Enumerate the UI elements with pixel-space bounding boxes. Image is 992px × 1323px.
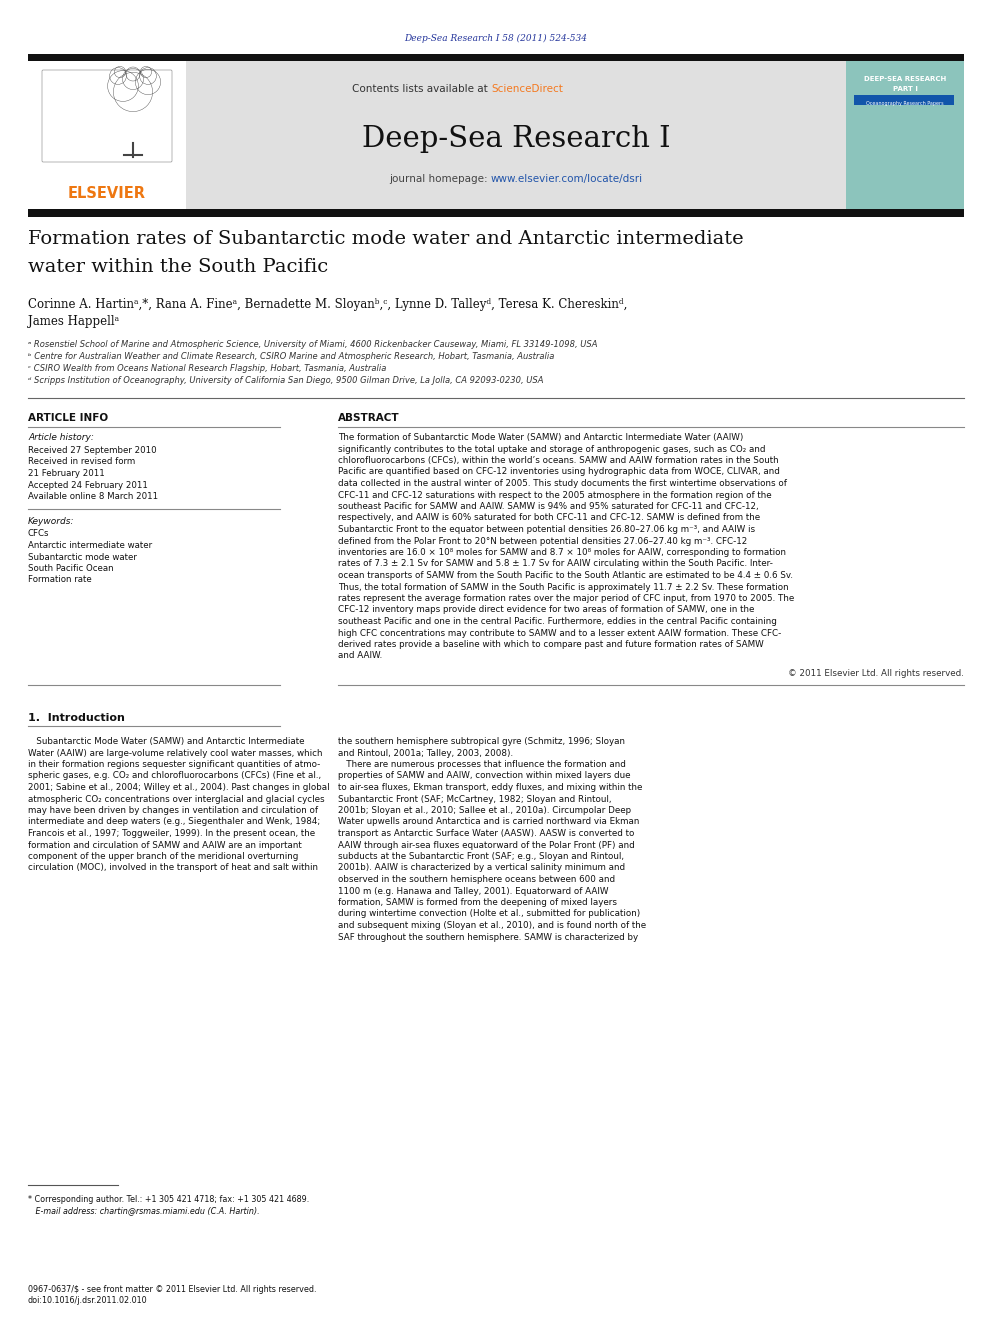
Text: CFC-12 inventory maps provide direct evidence for two areas of formation of SAMW: CFC-12 inventory maps provide direct evi… — [338, 606, 754, 614]
Text: observed in the southern hemisphere oceans between 600 and: observed in the southern hemisphere ocea… — [338, 875, 615, 884]
Text: the southern hemisphere subtropical gyre (Schmitz, 1996; Sloyan: the southern hemisphere subtropical gyre… — [338, 737, 625, 746]
Bar — [846, 61, 964, 209]
Text: © 2011 Elsevier Ltd. All rights reserved.: © 2011 Elsevier Ltd. All rights reserved… — [788, 669, 964, 677]
Text: Article history:: Article history: — [28, 433, 94, 442]
Text: Thus, the total formation of SAMW in the South Pacific is approximately 11.7 ± 2: Thus, the total formation of SAMW in the… — [338, 582, 789, 591]
Text: southeast Pacific for SAMW and AAIW. SAMW is 94% and 95% saturated for CFC-11 an: southeast Pacific for SAMW and AAIW. SAM… — [338, 501, 759, 511]
Text: Received in revised form: Received in revised form — [28, 458, 135, 467]
Text: Received 27 September 2010: Received 27 September 2010 — [28, 446, 157, 455]
Text: during wintertime convection (Holte et al., submitted for publication): during wintertime convection (Holte et a… — [338, 909, 640, 918]
Text: respectively, and AAIW is 60% saturated for both CFC-11 and CFC-12. SAMW is defi: respectively, and AAIW is 60% saturated … — [338, 513, 760, 523]
Text: atmospheric CO₂ concentrations over interglacial and glacial cycles: atmospheric CO₂ concentrations over inte… — [28, 795, 324, 803]
Text: inventories are 16.0 × 10⁸ moles for SAMW and 8.7 × 10⁸ moles for AAIW, correspo: inventories are 16.0 × 10⁸ moles for SAM… — [338, 548, 786, 557]
Bar — [28, 209, 964, 217]
Text: Subantarctic Mode Water (SAMW) and Antarctic Intermediate: Subantarctic Mode Water (SAMW) and Antar… — [28, 737, 305, 746]
Text: component of the upper branch of the meridional overturning: component of the upper branch of the mer… — [28, 852, 299, 861]
Text: Water upwells around Antarctica and is carried northward via Ekman: Water upwells around Antarctica and is c… — [338, 818, 640, 827]
Text: Formation rates of Subantarctic mode water and Antarctic intermediate: Formation rates of Subantarctic mode wat… — [28, 230, 744, 247]
Text: Pacific are quantified based on CFC-12 inventories using hydrographic data from : Pacific are quantified based on CFC-12 i… — [338, 467, 780, 476]
Text: 2001; Sabine et al., 2004; Willey et al., 2004). Past changes in global: 2001; Sabine et al., 2004; Willey et al.… — [28, 783, 329, 792]
Bar — [186, 61, 846, 209]
Text: in their formation regions sequester significant quantities of atmo-: in their formation regions sequester sig… — [28, 759, 320, 769]
Text: ᵃ Rosenstiel School of Marine and Atmospheric Science, University of Miami, 4600: ᵃ Rosenstiel School of Marine and Atmosp… — [28, 340, 597, 349]
Text: AAIW through air-sea fluxes equatorward of the Polar Front (PF) and: AAIW through air-sea fluxes equatorward … — [338, 840, 635, 849]
Text: CFC-11 and CFC-12 saturations with respect to the 2005 atmosphere in the formati: CFC-11 and CFC-12 saturations with respe… — [338, 491, 772, 500]
Text: transport as Antarctic Surface Water (AASW). AASW is converted to: transport as Antarctic Surface Water (AA… — [338, 830, 634, 837]
Text: water within the South Pacific: water within the South Pacific — [28, 258, 328, 277]
Bar — [854, 95, 954, 105]
Text: and subsequent mixing (Sloyan et al., 2010), and is found north of the: and subsequent mixing (Sloyan et al., 20… — [338, 921, 646, 930]
Text: formation and circulation of SAMW and AAIW are an important: formation and circulation of SAMW and AA… — [28, 840, 302, 849]
Text: James Happellᵃ: James Happellᵃ — [28, 315, 119, 328]
Text: Corinne A. Hartinᵃ,*, Rana A. Fineᵃ, Bernadette M. Sloyanᵇ,ᶜ, Lynne D. Talleyᵈ, : Corinne A. Hartinᵃ,*, Rana A. Fineᵃ, Ber… — [28, 298, 627, 311]
Text: Available online 8 March 2011: Available online 8 March 2011 — [28, 492, 158, 501]
Text: journal homepage:: journal homepage: — [389, 175, 491, 184]
Text: may have been driven by changes in ventilation and circulation of: may have been driven by changes in venti… — [28, 806, 318, 815]
Text: 2001b; Sloyan et al., 2010; Sallee et al., 2010a). Circumpolar Deep: 2001b; Sloyan et al., 2010; Sallee et al… — [338, 806, 631, 815]
Text: circulation (MOC), involved in the transport of heat and salt within: circulation (MOC), involved in the trans… — [28, 864, 318, 872]
Text: Accepted 24 February 2011: Accepted 24 February 2011 — [28, 480, 148, 490]
Text: 1.  Introduction: 1. Introduction — [28, 713, 125, 722]
Bar — [28, 61, 186, 209]
Text: high CFC concentrations may contribute to SAMW and to a lesser extent AAIW forma: high CFC concentrations may contribute t… — [338, 628, 782, 638]
Text: Subantarctic Front to the equator between potential densities 26.80–27.06 kg m⁻³: Subantarctic Front to the equator betwee… — [338, 525, 755, 534]
Text: formation, SAMW is formed from the deepening of mixed layers: formation, SAMW is formed from the deepe… — [338, 898, 617, 908]
Text: properties of SAMW and AAIW, convection within mixed layers due: properties of SAMW and AAIW, convection … — [338, 771, 631, 781]
Text: Subantarctic mode water: Subantarctic mode water — [28, 553, 137, 561]
Text: SAF throughout the southern hemisphere. SAMW is characterized by: SAF throughout the southern hemisphere. … — [338, 933, 638, 942]
Text: 21 February 2011: 21 February 2011 — [28, 468, 105, 478]
Text: Francois et al., 1997; Toggweiler, 1999). In the present ocean, the: Francois et al., 1997; Toggweiler, 1999)… — [28, 830, 315, 837]
Text: defined from the Polar Front to 20°N between potential densities 27.06–27.40 kg : defined from the Polar Front to 20°N bet… — [338, 537, 747, 545]
Text: Contents lists available at: Contents lists available at — [352, 83, 491, 94]
Text: Oceanography Research Papers: Oceanography Research Papers — [866, 101, 943, 106]
Text: southeast Pacific and one in the central Pacific. Furthermore, eddies in the cen: southeast Pacific and one in the central… — [338, 617, 777, 626]
Text: 0967-0637/$ - see front matter © 2011 Elsevier Ltd. All rights reserved.: 0967-0637/$ - see front matter © 2011 El… — [28, 1285, 316, 1294]
Text: www.elsevier.com/locate/dsri: www.elsevier.com/locate/dsri — [491, 175, 643, 184]
Text: E-mail address: chartin@rsmas.miami.edu (C.A. Hartin).: E-mail address: chartin@rsmas.miami.edu … — [28, 1207, 260, 1215]
Bar — [28, 54, 964, 61]
Text: 1100 m (e.g. Hanawa and Talley, 2001). Equatorward of AAIW: 1100 m (e.g. Hanawa and Talley, 2001). E… — [338, 886, 608, 896]
Text: doi:10.1016/j.dsr.2011.02.010: doi:10.1016/j.dsr.2011.02.010 — [28, 1297, 148, 1304]
Text: intermediate and deep waters (e.g., Siegenthaler and Wenk, 1984;: intermediate and deep waters (e.g., Sieg… — [28, 818, 320, 827]
Text: DEEP-SEA RESEARCH: DEEP-SEA RESEARCH — [864, 75, 946, 82]
Text: Formation rate: Formation rate — [28, 576, 91, 585]
Text: ELSEVIER: ELSEVIER — [68, 187, 146, 201]
Text: rates represent the average formation rates over the major period of CFC input, : rates represent the average formation ra… — [338, 594, 795, 603]
Text: South Pacific Ocean: South Pacific Ocean — [28, 564, 114, 573]
Text: Water (AAIW) are large-volume relatively cool water masses, which: Water (AAIW) are large-volume relatively… — [28, 749, 322, 758]
Text: rates of 7.3 ± 2.1 Sv for SAMW and 5.8 ± 1.7 Sv for AAIW circulating within the : rates of 7.3 ± 2.1 Sv for SAMW and 5.8 ±… — [338, 560, 773, 569]
Text: ᶜ CSIRO Wealth from Oceans National Research Flagship, Hobart, Tasmania, Austral: ᶜ CSIRO Wealth from Oceans National Rese… — [28, 364, 386, 373]
Text: There are numerous processes that influence the formation and: There are numerous processes that influe… — [338, 759, 626, 769]
Text: ARTICLE INFO: ARTICLE INFO — [28, 413, 108, 423]
FancyBboxPatch shape — [42, 70, 172, 161]
Text: 2001b). AAIW is characterized by a vertical salinity minimum and: 2001b). AAIW is characterized by a verti… — [338, 864, 625, 872]
Text: ocean transports of SAMW from the South Pacific to the South Atlantic are estima: ocean transports of SAMW from the South … — [338, 572, 793, 579]
Text: data collected in the austral winter of 2005. This study documents the first win: data collected in the austral winter of … — [338, 479, 787, 488]
Text: PART I: PART I — [893, 86, 918, 93]
Text: Keywords:: Keywords: — [28, 516, 74, 525]
Text: ᵈ Scripps Institution of Oceanography, University of California San Diego, 9500 : ᵈ Scripps Institution of Oceanography, U… — [28, 376, 544, 385]
Text: to air-sea fluxes, Ekman transport, eddy fluxes, and mixing within the: to air-sea fluxes, Ekman transport, eddy… — [338, 783, 643, 792]
Text: ᵇ Centre for Australian Weather and Climate Research, CSIRO Marine and Atmospher: ᵇ Centre for Australian Weather and Clim… — [28, 352, 555, 361]
Text: chlorofluorocarbons (CFCs), within the world’s oceans. SAMW and AAIW formation r: chlorofluorocarbons (CFCs), within the w… — [338, 456, 779, 464]
Text: ABSTRACT: ABSTRACT — [338, 413, 400, 423]
Text: and AAIW.: and AAIW. — [338, 651, 382, 660]
Text: * Corresponding author. Tel.: +1 305 421 4718; fax: +1 305 421 4689.: * Corresponding author. Tel.: +1 305 421… — [28, 1195, 310, 1204]
Text: Deep-Sea Research I 58 (2011) 524-534: Deep-Sea Research I 58 (2011) 524-534 — [405, 33, 587, 42]
Text: Antarctic intermediate water: Antarctic intermediate water — [28, 541, 152, 550]
Text: derived rates provide a baseline with which to compare past and future formation: derived rates provide a baseline with wh… — [338, 640, 764, 650]
Text: CFCs: CFCs — [28, 529, 50, 538]
Text: significantly contributes to the total uptake and storage of anthropogenic gases: significantly contributes to the total u… — [338, 445, 766, 454]
Text: and Rintoul, 2001a; Talley, 2003, 2008).: and Rintoul, 2001a; Talley, 2003, 2008). — [338, 749, 513, 758]
Text: Deep-Sea Research I: Deep-Sea Research I — [362, 124, 671, 153]
Text: subducts at the Subantarctic Front (SAF; e.g., Sloyan and Rintoul,: subducts at the Subantarctic Front (SAF;… — [338, 852, 624, 861]
Text: spheric gases, e.g. CO₂ and chlorofluorocarbons (CFCs) (Fine et al.,: spheric gases, e.g. CO₂ and chlorofluoro… — [28, 771, 321, 781]
Text: The formation of Subantarctic Mode Water (SAMW) and Antarctic Intermediate Water: The formation of Subantarctic Mode Water… — [338, 433, 743, 442]
Text: ScienceDirect: ScienceDirect — [491, 83, 562, 94]
Text: Subantarctic Front (SAF; McCartney, 1982; Sloyan and Rintoul,: Subantarctic Front (SAF; McCartney, 1982… — [338, 795, 611, 803]
